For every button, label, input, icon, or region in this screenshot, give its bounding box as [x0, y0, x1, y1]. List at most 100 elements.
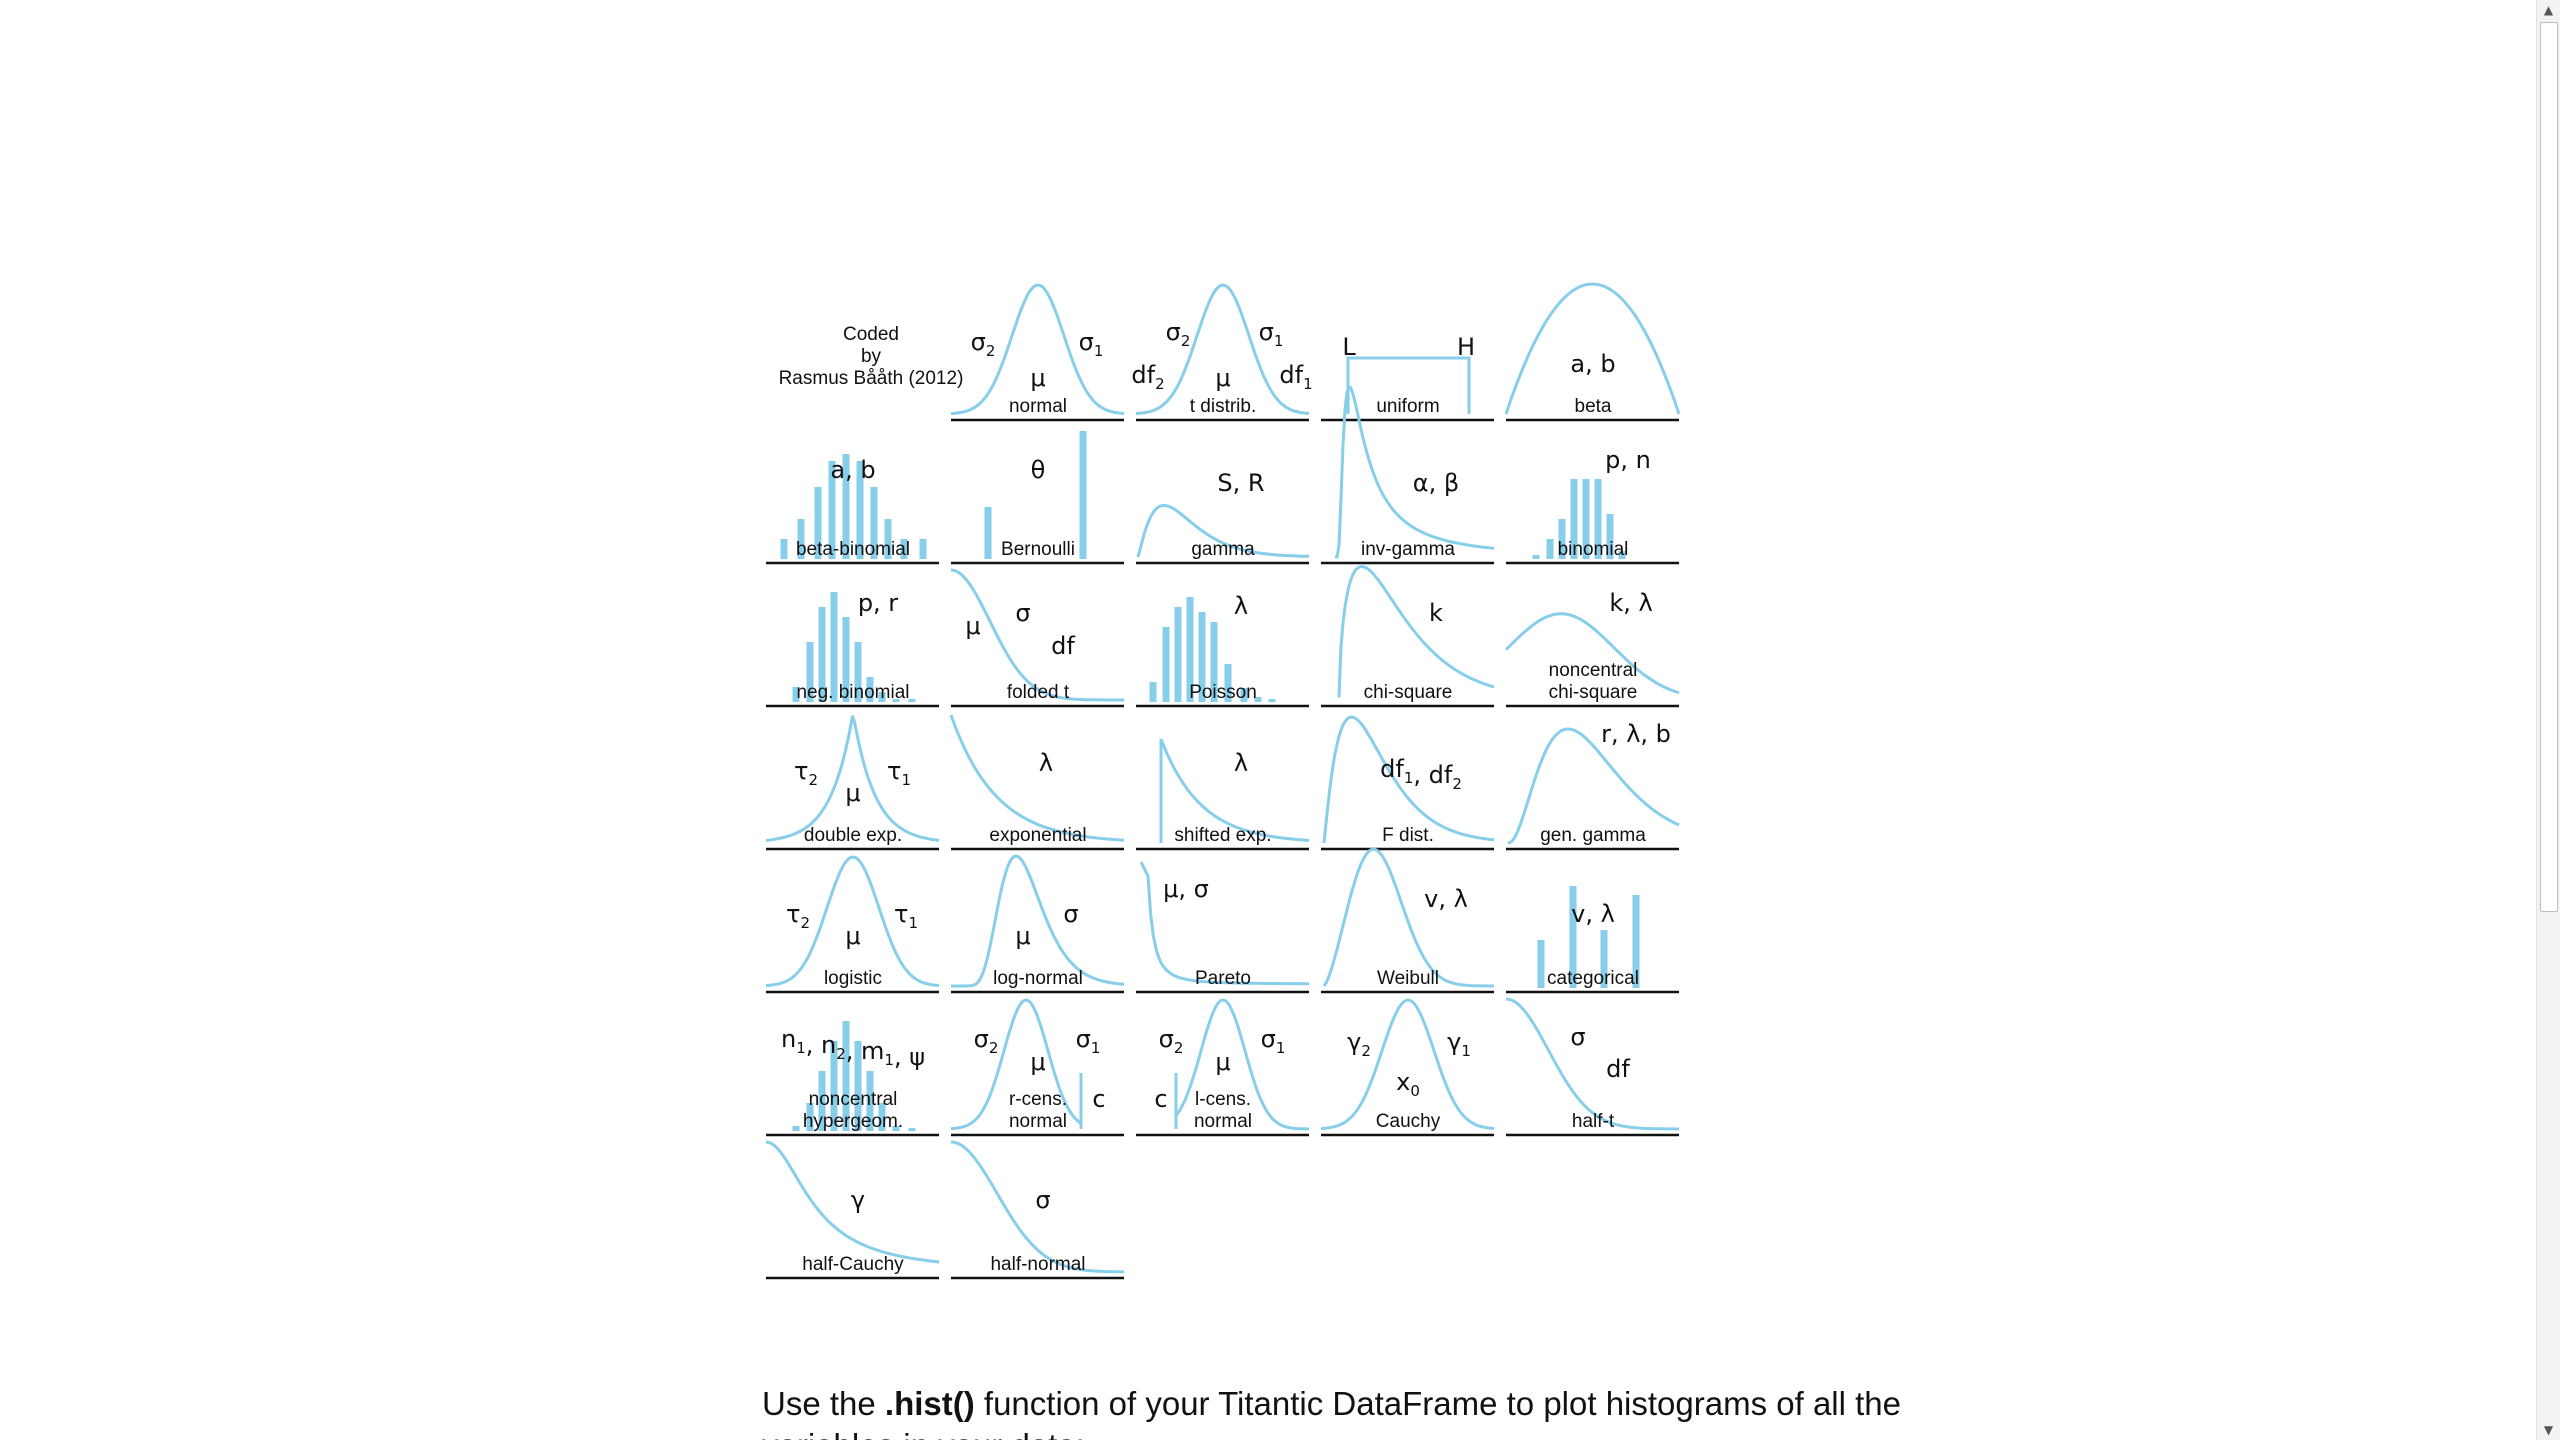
distribution-panel: l-cens.normal σ2 σ1 μ c: [1136, 998, 1309, 1137]
density-curve: [765, 1140, 940, 1264]
histogram-bar: [830, 592, 838, 702]
parameter-label: μ: [1015, 922, 1030, 950]
distribution-name: t distrib.: [1190, 396, 1257, 417]
inline-code: .hist(): [884, 1385, 975, 1422]
density-curve: [765, 715, 940, 842]
parameter-label: σ2: [974, 1025, 999, 1057]
histogram-bar: [1149, 682, 1157, 702]
distribution-name: exponential: [989, 825, 1086, 846]
histogram-bar: [1570, 479, 1578, 559]
histogram-bar: [842, 617, 850, 702]
distribution-panel: Poisson λ: [1136, 592, 1309, 708]
parameter-label: σ2: [1159, 1025, 1184, 1057]
distribution-name: hypergeom.: [803, 1111, 903, 1132]
density-curve: [1139, 861, 1309, 986]
density-curve: [1322, 847, 1494, 988]
distribution-name: noncentral: [809, 1089, 898, 1110]
histogram-bar: [884, 519, 892, 559]
histogram-bar: [806, 642, 814, 702]
scroll-up-arrow-icon[interactable]: ▲: [2543, 3, 2554, 17]
parameter-label: x0: [1396, 1068, 1420, 1100]
distribution-name: uniform: [1376, 396, 1439, 417]
parameter-label: r, λ, b: [1601, 720, 1671, 748]
distribution-name: normal: [1194, 1111, 1252, 1132]
parameter-label: p, n: [1605, 446, 1651, 474]
parameter-label: k, λ: [1609, 589, 1652, 617]
distribution-name: Weibull: [1377, 968, 1439, 989]
distribution-name: folded t: [1007, 682, 1070, 703]
paragraph-prefix: Use the: [762, 1385, 885, 1422]
parameter-label: n1, n2, m1, ψ: [781, 1025, 925, 1071]
parameter-label: c: [1154, 1085, 1167, 1113]
histogram-bar: [856, 461, 864, 559]
distribution-panel: binomial p, n: [1506, 446, 1679, 565]
parameter-label: α, β: [1413, 469, 1459, 497]
distribution-name: logistic: [824, 968, 882, 989]
histogram-bar: [919, 539, 927, 559]
parameter-label: v, λ: [1571, 900, 1615, 928]
distribution-name: binomial: [1558, 539, 1629, 560]
distribution-panel: r-cens.normal σ2 σ1 μ c: [950, 998, 1124, 1137]
density-curve: [1337, 564, 1495, 698]
histogram-bar: [818, 607, 826, 702]
parameter-label: S, R: [1217, 469, 1264, 497]
histogram-bar: [1240, 688, 1248, 702]
distribution-panel: Bernoulli θ: [951, 431, 1124, 565]
histogram-bar: [792, 687, 800, 702]
histogram-bar: [1537, 940, 1545, 988]
parameter-label: μ: [845, 779, 860, 807]
histogram-bar: [892, 699, 900, 702]
density-curve: [950, 283, 1125, 415]
distribution-name: r-cens.: [1009, 1089, 1067, 1110]
distribution-panel: inv-gamma α, β: [1321, 384, 1495, 565]
density-curve: [950, 568, 1124, 702]
density-curve: [1335, 384, 1495, 559]
scroll-down-arrow-icon[interactable]: ▼: [2543, 1423, 2554, 1437]
parameter-label: a, b: [830, 456, 875, 484]
distribution-name: chi-square: [1549, 682, 1638, 703]
histogram-bar: [892, 1126, 900, 1131]
distribution-name: half-normal: [990, 1254, 1085, 1275]
histogram-bar: [828, 461, 836, 559]
parameter-label: σ: [1035, 1186, 1050, 1214]
density-curve: [1507, 727, 1680, 845]
vertical-scrollbar[interactable]: ▲ ▼: [2536, 0, 2560, 1440]
parameter-label: τ1: [894, 900, 918, 932]
parameter-label: σ: [1015, 599, 1030, 627]
distribution-name: inv-gamma: [1361, 539, 1455, 560]
distribution-name: beta-binomial: [796, 539, 910, 560]
density-curve: [1504, 282, 1681, 415]
distribution-panel: F dist. df1, df2: [1321, 715, 1495, 851]
distribution-panel: normal σ2 σ1 μ: [950, 283, 1125, 422]
histogram-bar: [842, 1021, 850, 1131]
histogram-bar: [1546, 539, 1554, 559]
histogram-bar: [780, 539, 788, 559]
histogram-bar: [1254, 697, 1262, 702]
distribution-name: F dist.: [1382, 825, 1434, 846]
parameter-label: L: [1342, 333, 1356, 361]
scrollbar-thumb[interactable]: [2540, 22, 2558, 912]
distribution-name: Cauchy: [1376, 1111, 1441, 1132]
density-curve: [1320, 998, 1495, 1130]
distribution-name: noncentral: [1549, 660, 1638, 681]
density-curve: [765, 855, 940, 987]
distribution-name: Bernoulli: [1001, 539, 1075, 560]
parameter-label: df1: [1279, 361, 1312, 393]
distribution-panel: folded t μ σdf: [950, 568, 1124, 708]
distribution-panel: chi-square k: [1321, 564, 1495, 708]
density-curve: [1159, 738, 1310, 843]
distribution-panel: exponential λ: [949, 714, 1125, 851]
histogram-bar: [1558, 519, 1566, 559]
parameter-label: σ2: [1166, 318, 1191, 350]
instruction-paragraph: Use the .hist() function of your Titanti…: [762, 1383, 2002, 1440]
histogram-bar: [908, 1128, 916, 1131]
distribution-panel: half-t σdf: [1505, 997, 1679, 1137]
distribution-name: l-cens.: [1195, 1089, 1251, 1110]
histogram-bar: [1224, 664, 1232, 702]
distribution-panel: Weibull v, λ: [1321, 847, 1494, 994]
histogram-bar: [1186, 597, 1194, 702]
histogram-bar: [908, 699, 916, 702]
distribution-panel: double exp. τ2 τ1 μ: [765, 715, 940, 851]
